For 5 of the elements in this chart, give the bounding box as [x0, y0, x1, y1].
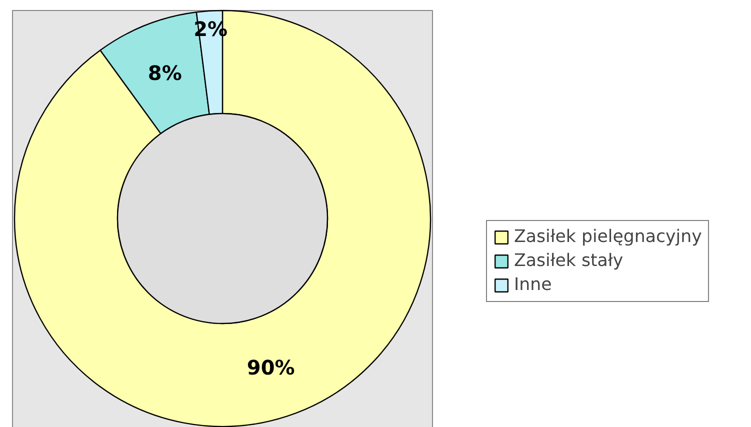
legend-label: Zasiłek pielęgnacyjny — [514, 227, 702, 247]
legend-label: Inne — [514, 275, 552, 295]
data-label: 90% — [246, 355, 295, 380]
data-label: 8% — [148, 60, 182, 85]
legend-label: Zasiłek stały — [514, 251, 624, 271]
